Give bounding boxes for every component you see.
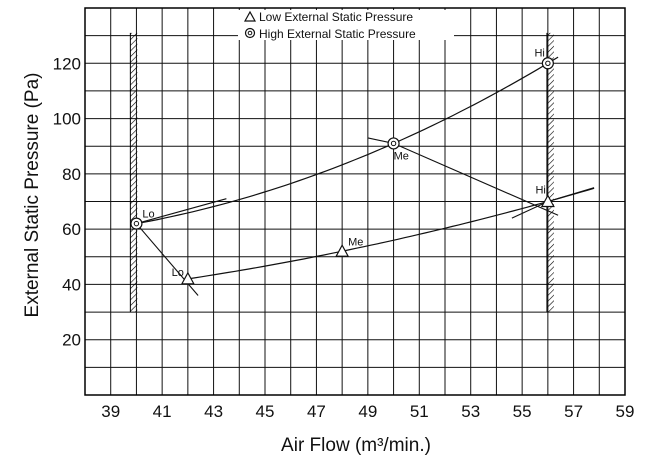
point-label: Lo xyxy=(142,209,154,221)
legend: Low External Static Pressure High Extern… xyxy=(238,10,454,41)
legend-double-circle-icon xyxy=(244,27,256,39)
flow-limit-band-1 xyxy=(546,32,554,313)
x-axis-label: Air Flow (m³/min.) xyxy=(281,435,431,456)
x-tick-label: 57 xyxy=(564,402,583,421)
x-tick-label: 59 xyxy=(616,402,635,421)
triangle-marker xyxy=(540,194,555,208)
double-circle-marker-inner xyxy=(545,60,551,66)
point-label: Me xyxy=(348,236,363,248)
y-tick-label: 80 xyxy=(62,165,81,184)
x-tick-label: 55 xyxy=(513,402,532,421)
x-tick-label: 51 xyxy=(410,402,429,421)
double-circle-marker-inner xyxy=(133,220,140,227)
y-tick-label: 100 xyxy=(53,110,81,129)
legend-entry-low: Low External Static Pressure xyxy=(259,10,413,24)
point-label: Hi xyxy=(535,185,545,197)
plot-frame xyxy=(84,7,626,396)
point-label: Lo xyxy=(172,267,184,279)
y-tick-label: 20 xyxy=(62,331,81,350)
series-line-1 xyxy=(136,56,559,225)
legend-entry-high: High External Static Pressure xyxy=(259,27,416,41)
point-label: Hi xyxy=(534,47,544,59)
flow-limit-band-0 xyxy=(130,32,138,313)
triangle-marker xyxy=(180,271,195,285)
point-label: Me xyxy=(394,150,409,162)
x-tick-label: 39 xyxy=(101,402,120,421)
triangle-marker xyxy=(335,244,350,257)
x-tick-label: 45 xyxy=(256,402,275,421)
markers: Lo Me Hi Lo Me Hi xyxy=(130,47,555,285)
y-tick-label: 120 xyxy=(53,54,81,73)
x-tick-label: 53 xyxy=(461,402,480,421)
double-circle-marker xyxy=(130,217,143,230)
legend-triangle-icon xyxy=(243,10,257,22)
double-circle-marker-inner xyxy=(390,140,397,147)
y-tick-label: 40 xyxy=(62,275,81,294)
flow-limit-bands xyxy=(129,32,554,313)
grid xyxy=(84,7,626,396)
y-axis-label: External Static Pressure (Pa) xyxy=(22,73,43,318)
speed-lines xyxy=(135,137,595,296)
tick-labels: 39 41 43 45 47 49 51 53 55 57 59 20 40 60 80 100 120 xyxy=(53,54,635,421)
curves xyxy=(136,56,595,280)
legend-box xyxy=(238,10,454,40)
x-tick-label: 43 xyxy=(204,402,223,421)
double-circle-marker xyxy=(541,57,554,70)
x-tick-label: 49 xyxy=(358,402,377,421)
y-tick-label: 60 xyxy=(62,220,81,239)
x-tick-label: 47 xyxy=(307,402,326,421)
x-tick-label: 41 xyxy=(153,402,172,421)
double-circle-marker xyxy=(387,137,400,150)
series-line-0 xyxy=(187,187,595,280)
